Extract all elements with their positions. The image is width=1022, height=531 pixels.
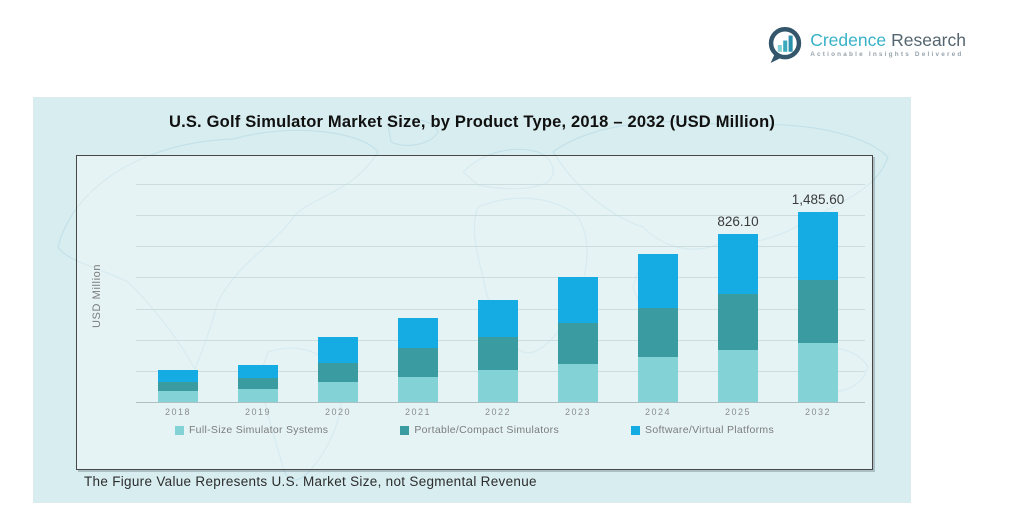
bar-segment-2019 xyxy=(238,389,278,402)
bar-segment-2019 xyxy=(238,365,278,379)
bar-segment-2020 xyxy=(318,382,358,402)
plot-area: 2018 2019 2020 2021 2022 2023 2024 2025 826.10 20… xyxy=(136,184,865,417)
brand-tagline: Actionable Insights Delivered xyxy=(810,50,964,58)
bar-segment-2032 xyxy=(798,280,838,343)
bar-segment-2024 xyxy=(638,308,678,357)
brand-name-primary: Credence xyxy=(810,30,887,51)
bar-segment-2018 xyxy=(158,391,198,402)
credence-research-logo: Credence Research Actionable Insights Del… xyxy=(767,26,966,64)
bar-segment-2024 xyxy=(638,356,678,402)
legend-swatch xyxy=(174,425,184,435)
legend-item: Software/Virtual Platforms xyxy=(631,424,774,436)
bar-segment-2025 xyxy=(718,294,758,351)
gridline xyxy=(136,184,865,185)
bar-segment-2023 xyxy=(558,364,598,402)
chart-panel: U.S. Golf Simulator Market Size, by Prod… xyxy=(33,97,911,503)
x-tick-label: 2019 xyxy=(244,407,272,417)
bar-segment-2021 xyxy=(398,376,438,402)
footnote: The Figure Value Represents U.S. Market … xyxy=(84,474,537,489)
bar-segment-2024 xyxy=(638,254,678,309)
legend: Full-Size Simulator Systems Portable/Comp… xyxy=(77,424,872,436)
brand-name: Credence Research xyxy=(810,31,966,49)
bar-segment-2021 xyxy=(398,348,438,377)
legend-item: Full-Size Simulator Systems xyxy=(174,424,329,436)
chart-frame: USD Million 2018 2019 2020 2021 2022 2023 2024… xyxy=(76,155,873,470)
bar-segment-2023 xyxy=(558,276,598,323)
legend-swatch xyxy=(631,425,641,435)
bar-value-label: 826.10 xyxy=(717,214,759,230)
bar-segment-2021 xyxy=(398,317,438,349)
x-tick-label: 2018 xyxy=(164,407,192,417)
bar-segment-2020 xyxy=(318,337,358,364)
bar-chart-bubble-icon xyxy=(769,27,802,63)
bar-segment-2022 xyxy=(478,299,518,338)
legend-label: Full-Size Simulator Systems xyxy=(188,424,329,436)
legend-label: Portable/Compact Simulators xyxy=(414,424,560,436)
bar-segment-2032 xyxy=(798,212,838,280)
bar-segment-2032 xyxy=(798,342,838,402)
x-tick-label: 2024 xyxy=(644,407,672,417)
legend-swatch xyxy=(400,425,410,435)
x-tick-label: 2022 xyxy=(484,407,512,417)
legend-item: Portable/Compact Simulators xyxy=(400,424,559,436)
bar-segment-2018 xyxy=(158,381,198,391)
y-axis-label: USD Million xyxy=(91,263,103,328)
legend-label: Software/Virtual Platforms xyxy=(645,424,775,436)
bar-segment-2022 xyxy=(478,337,518,370)
bar-segment-2018 xyxy=(158,370,198,382)
bar-value-label: 1,485.60 xyxy=(791,192,845,207)
bar-segment-2020 xyxy=(318,363,358,383)
x-tick-label: 2021 xyxy=(404,407,432,417)
x-tick-label: 2023 xyxy=(564,407,592,417)
x-tick-label: 2032 xyxy=(804,407,832,417)
bar-segment-2023 xyxy=(558,322,598,364)
x-tick-label: 2020 xyxy=(324,407,352,417)
chart-title: U.S. Golf Simulator Market Size, by Prod… xyxy=(168,113,776,131)
bar-segment-2019 xyxy=(238,378,278,390)
bar-segment-2025 xyxy=(718,350,758,402)
bar-segment-2022 xyxy=(478,369,518,402)
logo-text: Credence Research Actionable Insights Del… xyxy=(810,31,966,58)
bar-segment-2025 xyxy=(718,234,758,295)
brand-name-secondary: Research xyxy=(891,30,966,51)
x-tick-label: 2025 xyxy=(724,407,752,417)
